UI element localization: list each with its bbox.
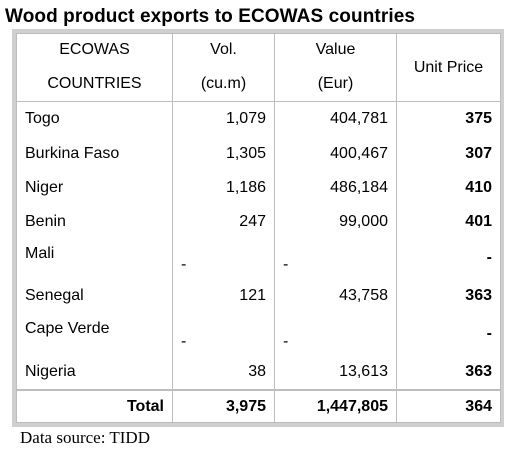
cell-value: - <box>274 314 397 355</box>
header-country-line2: COUNTRIES <box>47 74 142 92</box>
cell-vol: 1,079 <box>172 101 275 137</box>
total-value: 1,447,805 <box>274 389 397 424</box>
table-title: Wood product exports to ECOWAS countries <box>5 6 416 27</box>
cell-unit-price: 401 <box>396 204 501 239</box>
cell-country: Benin <box>16 204 173 239</box>
header-vol-line2: (cu.m) <box>200 74 247 92</box>
total-label: Total <box>16 389 173 424</box>
header-value-line1: Value <box>315 40 356 58</box>
table-row: Senegal 121 43,758 363 <box>16 277 501 315</box>
cell-value: - <box>274 238 397 278</box>
header-vol: Vol. (cu.m) <box>172 32 275 103</box>
cell-unit-price: - <box>396 314 501 355</box>
table-row: Nigeria 38 13,613 363 <box>16 354 501 391</box>
cell-country: Togo <box>16 101 173 137</box>
table-row: Burkina Faso 1,305 400,467 307 <box>16 136 501 171</box>
header-value: Value (Eur) <box>274 32 397 103</box>
table-row: Mali - - - <box>16 238 501 278</box>
cell-country: Senegal <box>16 277 173 315</box>
header-country-line1: ECOWAS <box>59 40 130 58</box>
cell-value: 404,781 <box>274 101 397 137</box>
cell-vol: - <box>172 314 275 355</box>
cell-vol: 121 <box>172 277 275 315</box>
header-row: ECOWAS COUNTRIES Vol. (cu.m) Value (Eur)… <box>16 32 501 103</box>
cell-country: Cape Verde <box>16 314 173 355</box>
cell-vol: - <box>172 238 275 278</box>
cell-country: Nigeria <box>16 354 173 391</box>
cell-value: 486,184 <box>274 170 397 205</box>
total-unit-price: 364 <box>396 389 501 424</box>
table-frame: ECOWAS COUNTRIES Vol. (cu.m) Value (Eur)… <box>12 29 504 427</box>
cell-value: 400,467 <box>274 136 397 171</box>
cell-unit-price: 375 <box>396 101 501 137</box>
header-vol-line1: Vol. <box>210 40 237 58</box>
total-vol: 3,975 <box>172 389 275 424</box>
cell-unit-price: 363 <box>396 277 501 315</box>
cell-vol: 247 <box>172 204 275 239</box>
cell-vol: 1,186 <box>172 170 275 205</box>
header-country: ECOWAS COUNTRIES <box>16 32 173 103</box>
total-row: Total 3,975 1,447,805 364 <box>16 389 501 424</box>
data-source-note: Data source: TIDD <box>20 428 150 447</box>
cell-unit-price: - <box>396 238 501 278</box>
table-row: Niger 1,186 486,184 410 <box>16 170 501 205</box>
table-row: Benin 247 99,000 401 <box>16 204 501 239</box>
header-unit-price: Unit Price <box>396 32 501 103</box>
table-row: Togo 1,079 404,781 375 <box>16 101 501 137</box>
table-row: Cape Verde - - - <box>16 314 501 355</box>
cell-vol: 1,305 <box>172 136 275 171</box>
cell-value: 99,000 <box>274 204 397 239</box>
exports-table: ECOWAS COUNTRIES Vol. (cu.m) Value (Eur)… <box>16 32 501 424</box>
cell-unit-price: 307 <box>396 136 501 171</box>
cell-vol: 38 <box>172 354 275 391</box>
cell-value: 43,758 <box>274 277 397 315</box>
cell-unit-price: 410 <box>396 170 501 205</box>
header-value-line2: (Eur) <box>317 74 354 92</box>
cell-country: Niger <box>16 170 173 205</box>
cell-country: Burkina Faso <box>16 136 173 171</box>
cell-unit-price: 363 <box>396 354 501 391</box>
cell-country: Mali <box>16 238 173 278</box>
cell-value: 13,613 <box>274 354 397 391</box>
